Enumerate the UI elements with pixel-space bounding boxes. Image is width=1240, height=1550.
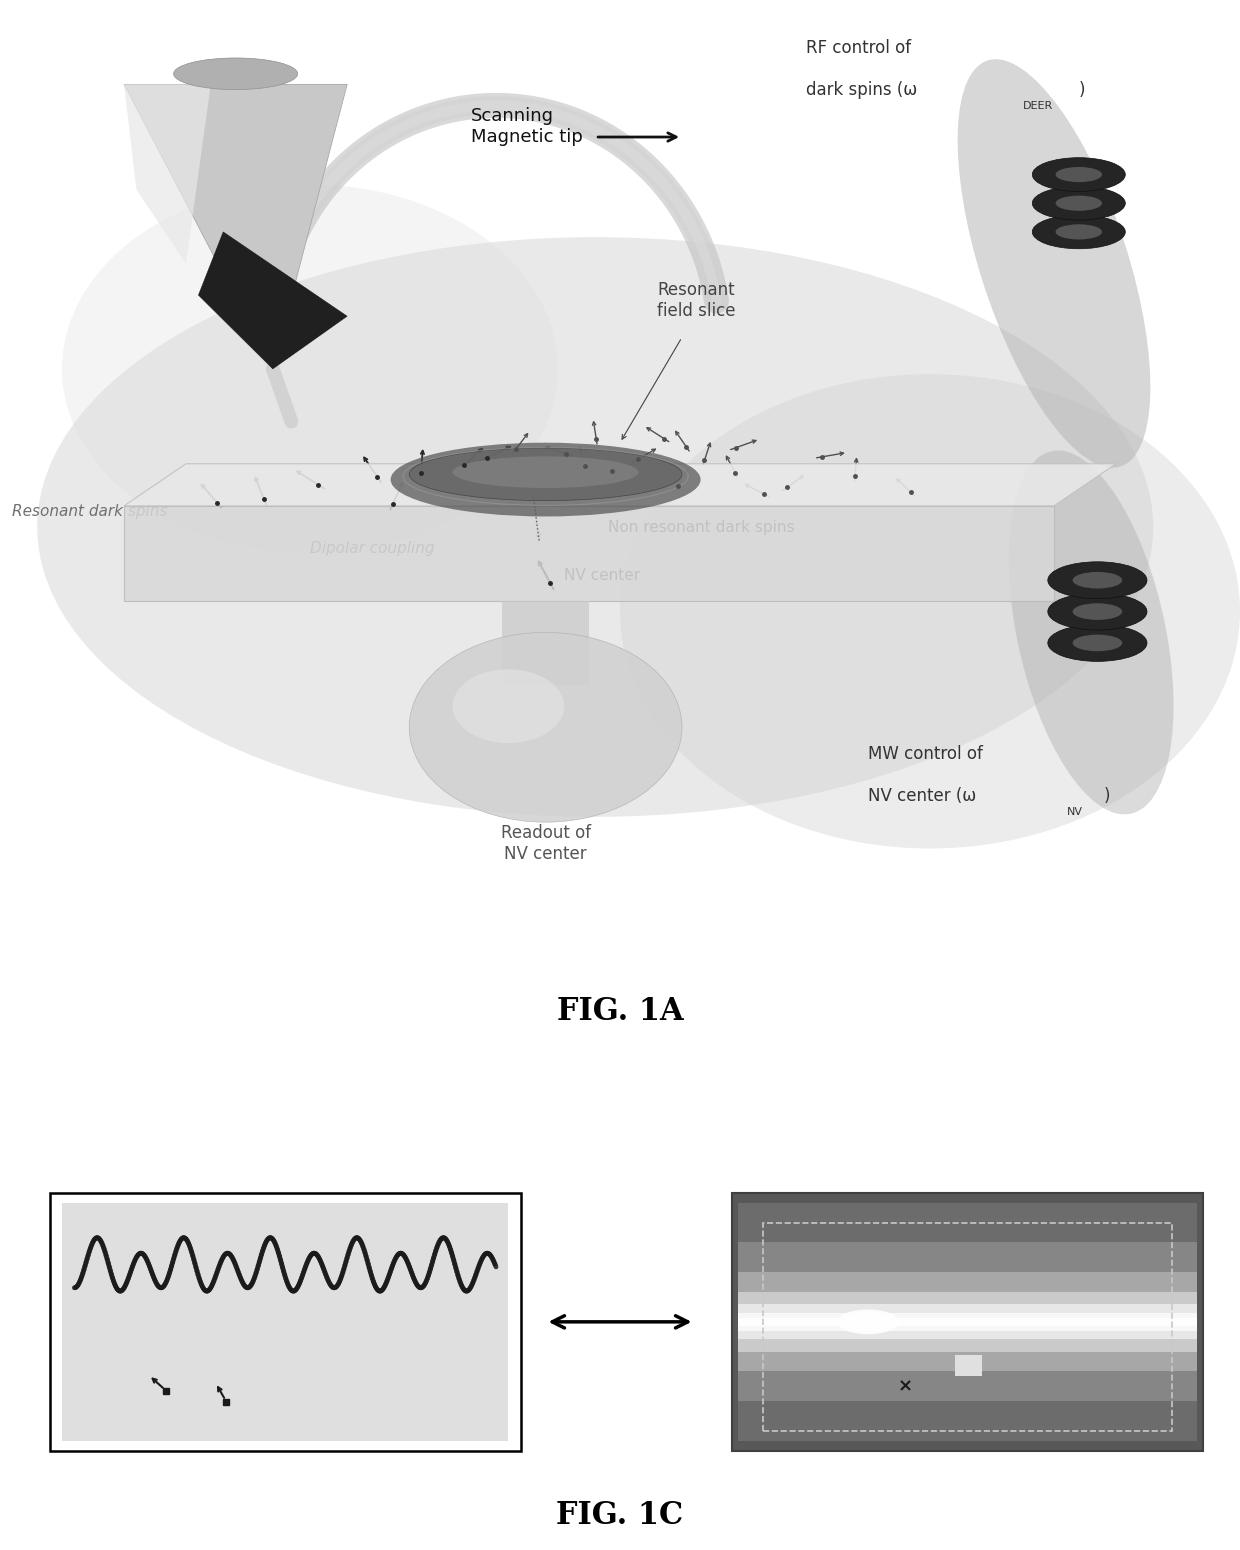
- Bar: [738, 1293, 1197, 1352]
- Ellipse shape: [1073, 634, 1122, 651]
- Ellipse shape: [1048, 561, 1147, 598]
- Bar: [738, 1305, 1197, 1339]
- Polygon shape: [124, 84, 211, 264]
- Polygon shape: [124, 463, 1116, 505]
- Ellipse shape: [1055, 167, 1102, 183]
- Ellipse shape: [1055, 195, 1102, 211]
- Text: NV center: NV center: [564, 567, 640, 583]
- Text: Scanning
Magnetic tip: Scanning Magnetic tip: [471, 107, 583, 146]
- Text: NV: NV: [1066, 808, 1083, 817]
- Text: Resonant
field slice: Resonant field slice: [657, 282, 735, 321]
- Bar: [732, 1194, 1203, 1451]
- Ellipse shape: [174, 57, 298, 90]
- Text: ): ): [1079, 81, 1085, 99]
- Ellipse shape: [1073, 572, 1122, 589]
- Polygon shape: [124, 505, 1054, 601]
- Ellipse shape: [409, 448, 682, 501]
- Text: Dipolar coupling: Dipolar coupling: [310, 541, 434, 556]
- Ellipse shape: [37, 237, 1153, 817]
- Bar: [738, 1243, 1197, 1401]
- Bar: [62, 1203, 508, 1442]
- Ellipse shape: [1048, 625, 1147, 662]
- Bar: [738, 1318, 1197, 1325]
- Ellipse shape: [453, 456, 639, 488]
- Ellipse shape: [1055, 225, 1102, 239]
- Ellipse shape: [1032, 186, 1126, 220]
- Ellipse shape: [453, 670, 564, 742]
- Text: DEER: DEER: [1023, 101, 1053, 110]
- Ellipse shape: [62, 184, 558, 553]
- Bar: [955, 1355, 982, 1376]
- Text: Readout of
NV center: Readout of NV center: [501, 823, 590, 863]
- Text: MW control of: MW control of: [868, 746, 983, 763]
- Bar: [738, 1313, 1197, 1331]
- Ellipse shape: [409, 632, 682, 822]
- Ellipse shape: [1032, 215, 1126, 248]
- Bar: [50, 1194, 521, 1451]
- Polygon shape: [198, 232, 347, 369]
- Text: Resonant dark spins: Resonant dark spins: [12, 504, 167, 519]
- Ellipse shape: [391, 443, 701, 516]
- Ellipse shape: [1073, 603, 1122, 620]
- Ellipse shape: [1048, 594, 1147, 629]
- Text: RF control of: RF control of: [806, 39, 911, 57]
- Polygon shape: [502, 601, 589, 685]
- Ellipse shape: [957, 59, 1151, 468]
- Text: Non resonant dark spins: Non resonant dark spins: [608, 521, 794, 535]
- Text: ): ): [1104, 787, 1110, 804]
- Bar: [763, 1223, 1172, 1431]
- Ellipse shape: [620, 374, 1240, 848]
- Ellipse shape: [837, 1310, 899, 1335]
- Text: FIG. 1A: FIG. 1A: [557, 997, 683, 1028]
- Bar: [738, 1273, 1197, 1372]
- Text: FIG. 1C: FIG. 1C: [557, 1500, 683, 1531]
- Text: dark spins (ω: dark spins (ω: [806, 81, 918, 99]
- Text: NV center (ω: NV center (ω: [868, 787, 976, 804]
- Ellipse shape: [1009, 451, 1173, 814]
- Text: ×: ×: [898, 1378, 913, 1395]
- Bar: [738, 1203, 1197, 1442]
- Polygon shape: [124, 84, 347, 369]
- Ellipse shape: [1032, 158, 1126, 191]
